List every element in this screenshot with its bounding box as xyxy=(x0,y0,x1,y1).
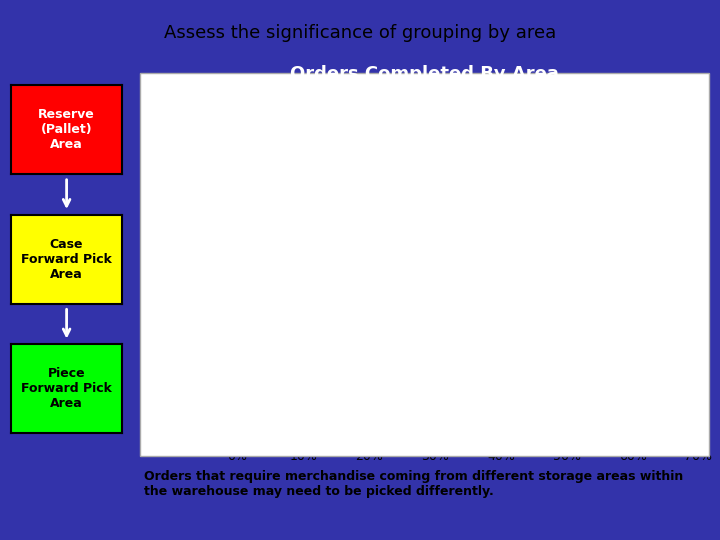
Text: Reserve
(Pallet)
Area: Reserve (Pallet) Area xyxy=(38,108,95,151)
Text: 20%: 20% xyxy=(372,220,400,233)
Text: 55%: 55% xyxy=(603,388,630,401)
Text: Orders that require merchandise coming from different storage areas within
the w: Orders that require merchandise coming f… xyxy=(144,470,683,498)
Bar xyxy=(238,186,303,213)
Bar xyxy=(238,186,241,213)
Bar xyxy=(238,270,241,297)
Bar xyxy=(238,213,241,240)
Text: 25%: 25% xyxy=(405,304,433,317)
Legend: % Pick Lines, % Orders: % Pick Lines, % Orders xyxy=(567,160,692,205)
Text: Orders Completed By Area: Orders Completed By Area xyxy=(290,65,559,83)
Bar xyxy=(238,270,435,297)
Bar xyxy=(238,381,241,408)
Bar xyxy=(238,297,402,324)
Text: 30%: 30% xyxy=(438,277,466,290)
Text: Assess the significance of grouping by area: Assess the significance of grouping by a… xyxy=(164,24,556,42)
Bar xyxy=(238,354,241,381)
Bar xyxy=(238,213,369,240)
Bar xyxy=(238,354,633,381)
Text: 60%: 60% xyxy=(635,361,663,374)
Text: 10%: 10% xyxy=(306,193,334,206)
Text: Case
Forward Pick
Area: Case Forward Pick Area xyxy=(21,238,112,281)
Text: Piece
Forward Pick
Area: Piece Forward Pick Area xyxy=(21,367,112,410)
Bar xyxy=(238,297,241,324)
Bar xyxy=(238,381,600,408)
